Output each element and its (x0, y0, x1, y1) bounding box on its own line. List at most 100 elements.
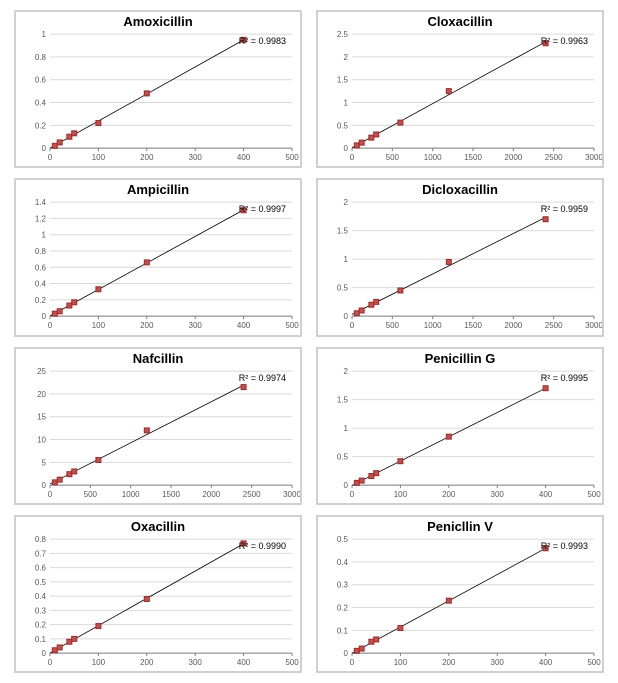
y-tick-label: 0.6 (35, 264, 47, 273)
data-marker (144, 260, 149, 265)
y-tick-label: 10 (37, 435, 46, 444)
x-tick-label: 2500 (243, 490, 261, 499)
r2-label: R² = 0.9993 (541, 541, 588, 551)
r2-label: R² = 0.9997 (239, 204, 286, 214)
x-tick-label: 100 (92, 153, 106, 162)
x-tick-label: 200 (140, 658, 154, 667)
panel-nafcillin: Nafcillin0510152025050010001500200025003… (14, 347, 302, 505)
data-marker (374, 132, 379, 137)
data-marker (57, 645, 62, 650)
x-tick-label: 100 (92, 321, 106, 330)
x-tick-label: 200 (140, 321, 154, 330)
y-tick-label: 2.5 (337, 30, 349, 39)
data-marker (144, 596, 149, 601)
y-tick-label: 0.5 (337, 284, 349, 293)
x-tick-label: 2000 (504, 321, 522, 330)
x-tick-label: 500 (285, 658, 299, 667)
data-marker (398, 120, 403, 125)
x-tick-label: 300 (491, 658, 505, 667)
data-marker (96, 457, 101, 462)
data-marker (96, 121, 101, 126)
trend-line (352, 218, 546, 315)
data-marker (52, 479, 57, 484)
y-tick-label: 0.4 (337, 558, 349, 567)
y-tick-label: 1.2 (35, 215, 47, 224)
data-marker (96, 287, 101, 292)
data-marker (67, 471, 72, 476)
panel-oxacillin: Oxacillin00.10.20.30.40.50.60.70.8010020… (14, 515, 302, 673)
data-marker (72, 636, 77, 641)
x-tick-label: 1000 (424, 153, 442, 162)
data-marker (543, 385, 548, 390)
x-tick-label: 0 (350, 490, 355, 499)
data-marker (57, 477, 62, 482)
x-tick-label: 0 (350, 153, 355, 162)
y-tick-label: 0.2 (35, 121, 47, 130)
data-marker (543, 217, 548, 222)
data-marker (57, 140, 62, 145)
x-tick-label: 1500 (464, 321, 482, 330)
x-tick-label: 500 (386, 153, 400, 162)
x-tick-label: 400 (539, 658, 553, 667)
x-tick-label: 0 (48, 490, 53, 499)
y-tick-label: 0.8 (35, 53, 47, 62)
y-tick-label: 20 (37, 389, 46, 398)
x-tick-label: 300 (189, 658, 203, 667)
r2-label: R² = 0.9990 (239, 541, 286, 551)
data-marker (446, 89, 451, 94)
data-marker (374, 637, 379, 642)
data-marker (446, 260, 451, 265)
x-tick-label: 2000 (202, 490, 220, 499)
data-marker (241, 384, 246, 389)
y-tick-label: 1.5 (337, 227, 349, 236)
y-tick-label: 0 (42, 312, 47, 321)
y-tick-label: 1 (42, 231, 47, 240)
x-tick-label: 1500 (464, 153, 482, 162)
data-marker (72, 131, 77, 136)
y-tick-label: 0 (344, 144, 349, 153)
chart-grid: Amoxicillin00.20.40.60.81010020030040050… (0, 0, 618, 683)
y-tick-label: 0.6 (35, 563, 47, 572)
data-marker (72, 300, 77, 305)
y-tick-label: 0.3 (337, 580, 349, 589)
y-tick-label: 0.5 (337, 535, 349, 544)
data-marker (446, 434, 451, 439)
panel-penicillin-v: Penicllin V00.10.20.30.40.50100200300400… (316, 515, 604, 673)
data-marker (52, 311, 57, 316)
y-tick-label: 0.2 (337, 603, 349, 612)
y-tick-label: 1.5 (337, 395, 349, 404)
x-tick-label: 3000 (283, 490, 300, 499)
trend-line (352, 42, 546, 148)
x-tick-label: 500 (84, 490, 98, 499)
y-tick-label: 0 (42, 649, 47, 658)
data-marker (374, 300, 379, 305)
x-tick-label: 0 (48, 321, 53, 330)
y-tick-label: 0 (42, 144, 47, 153)
data-marker (354, 480, 359, 485)
panel-ampicillin: Ampicillin00.20.40.60.811.21.40100200300… (14, 178, 302, 336)
y-tick-label: 15 (37, 412, 46, 421)
y-tick-label: 0.4 (35, 592, 47, 601)
y-tick-label: 0.8 (35, 535, 47, 544)
y-tick-label: 0.5 (337, 452, 349, 461)
data-marker (354, 143, 359, 148)
y-tick-label: 0 (42, 481, 47, 490)
x-tick-label: 500 (285, 153, 299, 162)
y-tick-label: 2 (344, 367, 349, 376)
panel-dicloxacillin: Dicloxacillin00.511.52050010001500200025… (316, 178, 604, 336)
x-tick-label: 500 (587, 658, 601, 667)
data-marker (144, 91, 149, 96)
data-marker (359, 478, 364, 483)
x-tick-label: 300 (189, 321, 203, 330)
y-tick-label: 0.8 (35, 247, 47, 256)
y-tick-label: 0.5 (337, 121, 349, 130)
x-tick-label: 200 (140, 153, 154, 162)
data-marker (96, 623, 101, 628)
data-marker (144, 427, 149, 432)
panel-amoxicillin: Amoxicillin00.20.40.60.81010020030040050… (14, 10, 302, 168)
y-tick-label: 0.1 (337, 626, 349, 635)
x-tick-label: 100 (394, 490, 408, 499)
x-tick-label: 300 (491, 490, 505, 499)
x-tick-label: 1000 (424, 321, 442, 330)
y-tick-label: 1 (42, 30, 47, 39)
